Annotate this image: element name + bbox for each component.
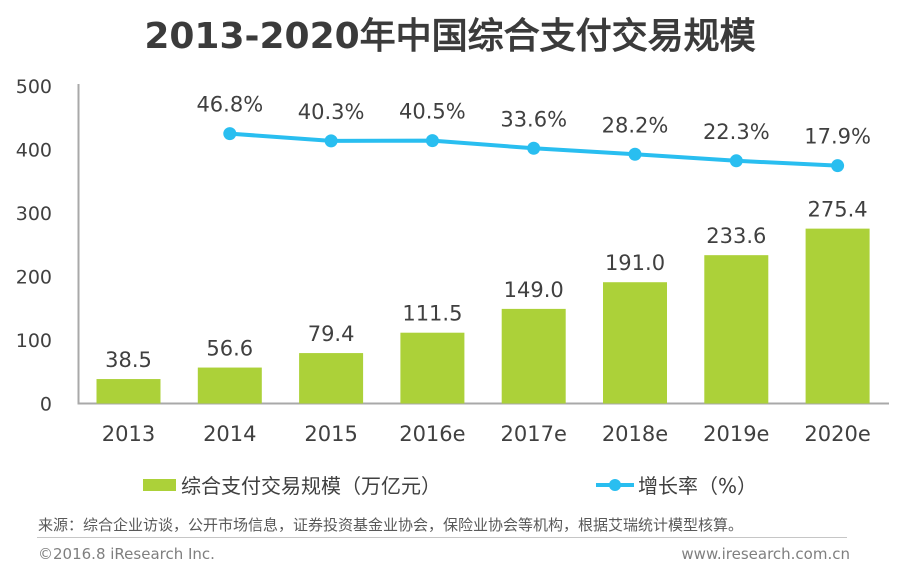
- bar-legend-swatch: [143, 478, 176, 491]
- x-axis-label: 2019e: [703, 422, 769, 446]
- x-axis-label: 2016e: [399, 422, 465, 446]
- source-note: 来源：综合企业访谈，公开市场信息，证券投资基金业协会，保险业协会等机构，根据艾瑞…: [38, 516, 744, 534]
- growth-rate-label: 40.5%: [399, 100, 466, 124]
- x-axis-label: 2015: [304, 422, 357, 446]
- footer-divider: [37, 537, 847, 538]
- bar-value-label: 275.4: [808, 198, 868, 222]
- bar-2020e: [805, 228, 870, 404]
- bar-value-label: 233.6: [706, 224, 766, 248]
- bar-value-label: 191.0: [605, 251, 665, 275]
- x-axis-label: 2020e: [804, 422, 870, 446]
- y-tick-label: 400: [16, 140, 52, 162]
- page-title: 2013-2020年中国综合支付交易规模: [144, 16, 756, 57]
- bar-value-label: 38.5: [105, 348, 152, 372]
- growth-rate-label: 17.9%: [804, 125, 871, 149]
- y-tick-label: 300: [16, 203, 52, 225]
- growth-rate-label: 22.3%: [703, 120, 770, 144]
- growth-line-point: [425, 134, 439, 148]
- y-tick-label: 100: [16, 330, 52, 352]
- growth-line-point: [729, 154, 743, 168]
- growth-rate-label: 28.2%: [602, 113, 669, 137]
- bar-value-label: 149.0: [504, 278, 564, 302]
- bar-2018e: [603, 282, 667, 404]
- bar-2015: [299, 353, 364, 404]
- growth-line-point: [628, 147, 642, 161]
- y-tick-label: 0: [40, 394, 52, 416]
- bar-value-label: 111.5: [402, 302, 462, 326]
- y-tick-label: 200: [16, 267, 52, 289]
- x-axis-label: 2017e: [501, 422, 567, 446]
- line-legend-swatch: [595, 478, 635, 492]
- growth-line-point: [223, 127, 237, 141]
- x-axis-label: 2018e: [602, 422, 668, 446]
- legend: 综合支付交易规模（万亿元） 增长率（%）: [143, 470, 757, 499]
- y-tick-label: 500: [16, 76, 52, 98]
- bar-value-label: 56.6: [206, 337, 253, 361]
- growth-line-point: [324, 134, 338, 148]
- website-link[interactable]: www.iresearch.com.cn: [681, 545, 850, 563]
- bar-2016e: [400, 332, 465, 404]
- footer-bar: ©2016.8 iResearch Inc. www.iresearch.com…: [38, 545, 850, 563]
- bar-2013: [96, 379, 161, 404]
- x-axis-label: 2013: [102, 422, 155, 446]
- growth-rate-label: 46.8%: [196, 93, 263, 117]
- growth-rate-label: 33.6%: [500, 107, 567, 131]
- line-legend-label: 增长率（%）: [638, 474, 758, 498]
- x-axis-label: 2014: [203, 422, 256, 446]
- bar-legend-label: 综合支付交易规模（万亿元）: [181, 474, 441, 498]
- bar-2014: [197, 367, 262, 404]
- chart-canvas: 0 100 200 300 400 500 38.5 2013 56.6 2014 79.4 2015…: [16, 76, 889, 446]
- growth-rate-label: 40.3%: [298, 100, 365, 124]
- bar-value-label: 79.4: [308, 322, 355, 346]
- bar-2017e: [501, 308, 566, 404]
- copyright-text: ©2016.8 iResearch Inc.: [38, 545, 215, 563]
- growth-line-point: [527, 141, 541, 155]
- bar-2019e: [704, 255, 769, 404]
- growth-line-point: [831, 159, 845, 173]
- legend-item-line: 增长率（%）: [595, 470, 757, 499]
- legend-item-bar: 综合支付交易规模（万亿元）: [143, 470, 441, 499]
